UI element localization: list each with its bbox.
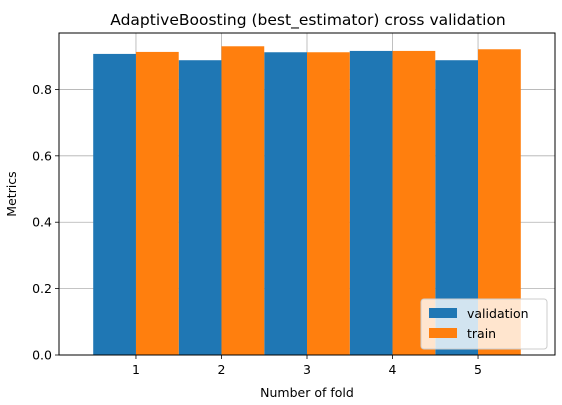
legend-swatch-validation: [429, 308, 457, 318]
y-tick-label-2: 0.4: [32, 215, 52, 230]
x-tick-label-3: 4: [389, 362, 397, 377]
legend-swatch-train: [429, 328, 457, 338]
legend: validation train: [420, 298, 548, 350]
bar-validation-2: [178, 60, 222, 356]
chart-title: AdaptiveBoosting (best_estimator) cross …: [110, 11, 506, 30]
x-axis-label: Number of fold: [260, 385, 354, 400]
bar-validation-1: [93, 53, 136, 356]
x-tick-label-0: 1: [132, 362, 140, 377]
bar-validation-4: [349, 50, 393, 355]
bar-train-3: [307, 52, 350, 356]
ticks: 0.0 0.2 0.4 0.6 0.8 1 2 3 4 5: [32, 82, 482, 377]
x-tick-label-1: 2: [218, 362, 226, 377]
y-axis-label: Metrics: [4, 171, 19, 216]
y-tick-label-4: 0.8: [32, 82, 52, 97]
y-tick-label-1: 0.2: [32, 281, 52, 296]
bar-validation-3: [264, 52, 307, 356]
x-tick-label-2: 3: [303, 362, 311, 377]
y-tick-label-0: 0.0: [32, 348, 52, 363]
x-tick-label-4: 5: [474, 362, 482, 377]
legend-label-validation: validation: [467, 306, 529, 321]
y-tick-label-3: 0.6: [32, 148, 52, 163]
legend-label-train: train: [467, 326, 496, 341]
bar-train-2: [221, 46, 265, 355]
bar-train-1: [135, 51, 179, 355]
